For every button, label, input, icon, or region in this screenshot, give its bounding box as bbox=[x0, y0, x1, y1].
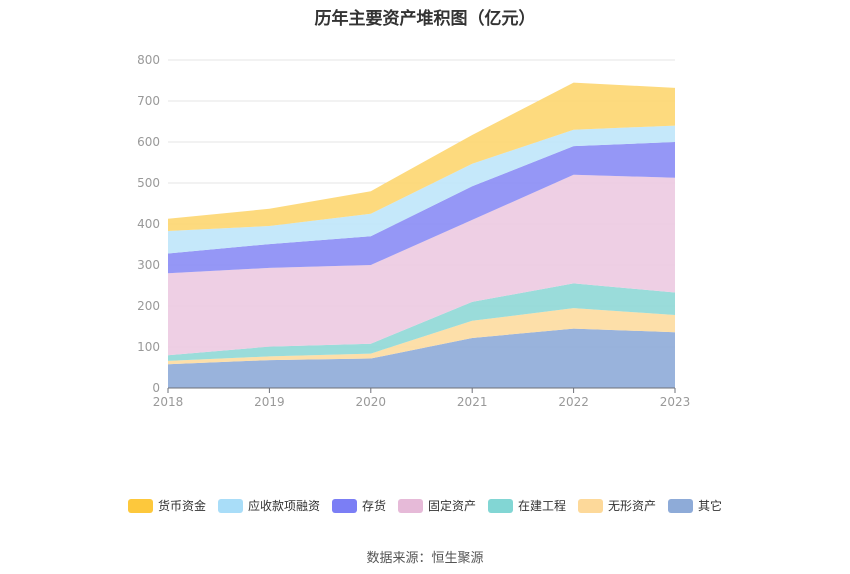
area-series-存货[interactable] bbox=[168, 142, 675, 274]
legend-swatch bbox=[578, 498, 604, 513]
legend-label: 在建工程 bbox=[518, 499, 567, 513]
x-tick-label: 2020 bbox=[356, 395, 387, 409]
y-tick-label: 700 bbox=[137, 94, 160, 108]
legend-swatch bbox=[127, 498, 153, 513]
area-series-固定资产[interactable] bbox=[168, 174, 675, 356]
x-tick-label: 2021 bbox=[457, 395, 488, 409]
legend-item[interactable]: 应收款项融资 bbox=[217, 497, 320, 514]
legend-label: 固定资产 bbox=[427, 499, 476, 513]
x-tick-label: 2022 bbox=[558, 395, 589, 409]
legend-item[interactable]: 固定资产 bbox=[397, 497, 476, 514]
legend-swatch bbox=[331, 498, 357, 513]
area-series-无形资产[interactable] bbox=[168, 308, 675, 365]
area-layer bbox=[168, 82, 675, 388]
y-tick-label: 100 bbox=[137, 340, 160, 354]
legend-item[interactable]: 货币资金 bbox=[127, 497, 206, 514]
legend-label: 应收款项融资 bbox=[247, 499, 320, 513]
legend-swatch bbox=[488, 498, 513, 513]
legend-swatch bbox=[397, 498, 423, 513]
y-tick-label: 400 bbox=[137, 217, 160, 231]
x-tick-label: 2023 bbox=[660, 395, 691, 409]
legend-label: 存货 bbox=[361, 499, 386, 513]
x-tick-label: 2018 bbox=[153, 395, 184, 409]
y-tick-label: 800 bbox=[137, 53, 160, 67]
legend-item[interactable]: 其它 bbox=[668, 497, 722, 514]
legend-item[interactable]: 存货 bbox=[331, 497, 386, 514]
area-series-应收款项融资[interactable] bbox=[168, 125, 675, 254]
y-tick-label: 600 bbox=[137, 135, 160, 149]
axis-layer: 0 100 200 300 400 500 600 700 800 2018 2019 2020 202… bbox=[137, 53, 690, 409]
y-tick-label: 0 bbox=[152, 381, 160, 395]
legend-label: 无形资产 bbox=[608, 499, 657, 513]
legend-swatch bbox=[668, 498, 694, 513]
legend: 货币资金 应收款项融资 存货 固定资产 在建工程 无形资产 其它 bbox=[0, 497, 850, 514]
chart-title: 历年主要资产堆积图（亿元） bbox=[314, 9, 536, 29]
x-tick-label: 2019 bbox=[254, 395, 285, 409]
y-tick-label: 300 bbox=[137, 258, 160, 272]
y-tick-label: 500 bbox=[137, 176, 160, 190]
legend-item[interactable]: 在建工程 bbox=[488, 497, 566, 514]
y-tick-label: 200 bbox=[137, 299, 160, 313]
area-series-货币资金[interactable] bbox=[168, 82, 675, 231]
area-series-在建工程[interactable] bbox=[168, 283, 675, 361]
data-source-note: 数据来源：恒生聚源 bbox=[366, 551, 484, 566]
legend-swatch bbox=[217, 498, 243, 513]
legend-label: 货币资金 bbox=[157, 499, 206, 513]
legend-label: 其它 bbox=[698, 499, 723, 513]
area-series-其它[interactable] bbox=[168, 328, 675, 388]
legend-item[interactable]: 无形资产 bbox=[578, 497, 656, 514]
